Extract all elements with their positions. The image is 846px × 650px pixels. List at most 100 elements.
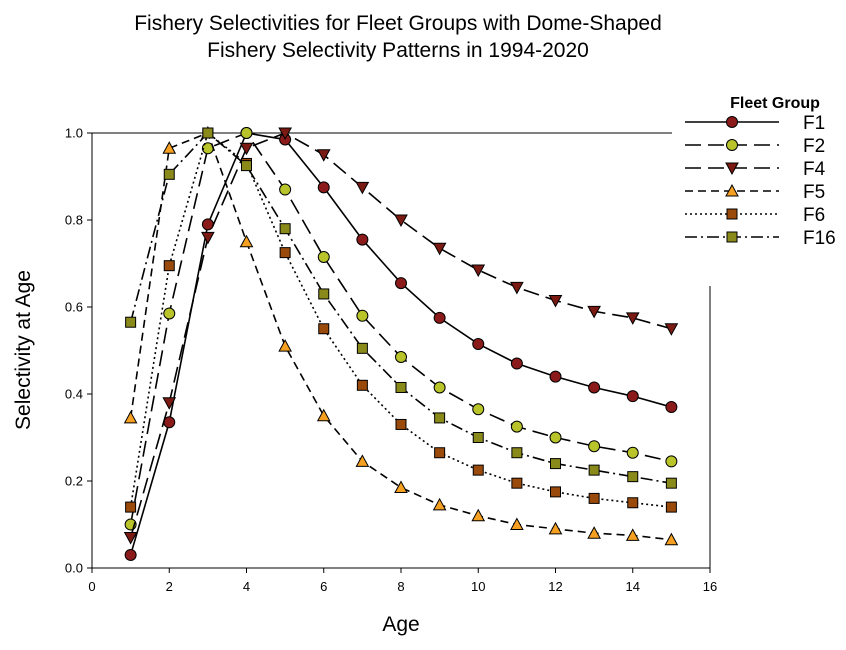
data-point-f2	[666, 456, 677, 467]
series-line-f4	[131, 133, 672, 538]
data-point-f16	[589, 465, 599, 475]
data-point-f1	[666, 402, 677, 413]
data-point-f2	[357, 310, 368, 321]
series-f6	[126, 128, 677, 512]
legend-label: F5	[803, 182, 825, 203]
data-point-f6	[666, 502, 676, 512]
data-point-f6	[126, 502, 136, 512]
data-point-f1	[434, 312, 445, 323]
data-point-f5	[279, 340, 291, 351]
data-point-f1	[396, 278, 407, 289]
data-point-f5	[472, 510, 484, 521]
data-point-f16	[319, 289, 329, 299]
data-point-f16	[357, 343, 367, 353]
data-point-f16	[164, 169, 174, 179]
data-point-f1	[125, 549, 136, 560]
series-line-f5	[131, 133, 672, 540]
data-point-f6	[628, 498, 638, 508]
data-point-f5	[627, 529, 639, 540]
data-point-f5	[241, 236, 253, 247]
data-point-f16	[280, 224, 290, 234]
data-point-f6	[357, 380, 367, 390]
data-point-f1	[550, 371, 561, 382]
x-axis: 0 2 4 6 8 10 12 14 16	[88, 568, 717, 594]
data-point-f1	[357, 234, 368, 245]
data-point-f6	[164, 261, 174, 271]
data-point-f1	[627, 391, 638, 402]
chart-title-line-1: Fishery Selectivities for Fleet Groups w…	[134, 12, 662, 35]
data-point-f16	[473, 433, 483, 443]
data-point-f16	[396, 382, 406, 392]
series-line-f6	[131, 133, 672, 507]
data-point-f16	[435, 413, 445, 423]
legend-marker	[727, 140, 738, 151]
chart-title-line-2: Fishery Selectivity Patterns in 1994-202…	[207, 39, 589, 62]
data-point-f5	[318, 410, 330, 421]
data-point-f6	[396, 419, 406, 429]
y-tick-label: 0.2	[65, 474, 83, 489]
x-tick-label: 8	[397, 579, 404, 594]
legend-label: F2	[803, 136, 825, 157]
data-point-f6	[473, 465, 483, 475]
data-point-f1	[473, 338, 484, 349]
data-point-f16	[666, 478, 676, 488]
data-point-f16	[628, 472, 638, 482]
y-axis-title: Selectivity at Age	[12, 270, 35, 430]
data-point-f6	[512, 478, 522, 488]
x-tick-label: 16	[703, 579, 717, 594]
x-tick-label: 6	[320, 579, 327, 594]
data-point-f6	[319, 324, 329, 334]
data-point-f5	[665, 534, 677, 545]
y-tick-label: 1.0	[65, 126, 83, 141]
data-point-f4	[318, 150, 330, 161]
y-axis: 0.0 0.2 0.4 0.6 0.8 1.0	[65, 126, 92, 576]
plot-frame	[92, 133, 710, 568]
data-point-f1	[202, 219, 213, 230]
data-point-f2	[164, 308, 175, 319]
data-point-f5	[511, 519, 523, 530]
x-tick-label: 0	[88, 579, 95, 594]
data-point-f4	[395, 215, 407, 226]
data-point-f5	[395, 482, 407, 493]
data-point-f2	[318, 251, 329, 262]
data-point-f6	[280, 248, 290, 258]
data-point-f5	[356, 455, 368, 466]
x-tick-label: 10	[471, 579, 485, 594]
data-point-f2	[434, 382, 445, 393]
data-point-f16	[512, 448, 522, 458]
x-tick-label: 12	[548, 579, 562, 594]
data-point-f4	[241, 143, 253, 154]
data-point-f1	[318, 182, 329, 193]
series-layer	[125, 127, 678, 560]
data-point-f2	[550, 432, 561, 443]
data-point-f2	[511, 421, 522, 432]
data-point-f4	[665, 324, 677, 335]
legend-label: F4	[803, 159, 826, 180]
y-tick-label: 0.4	[65, 387, 83, 402]
data-point-f4	[356, 182, 368, 193]
data-point-f5	[125, 412, 137, 423]
legend-title: Fleet Group	[730, 95, 820, 112]
data-point-f16	[126, 317, 136, 327]
data-point-f4	[472, 265, 484, 276]
data-point-f2	[280, 184, 291, 195]
data-point-f16	[203, 128, 213, 138]
x-tick-label: 14	[626, 579, 640, 594]
data-point-f1	[589, 382, 600, 393]
x-axis-title: Age	[382, 613, 419, 636]
data-point-f2	[589, 441, 600, 452]
legend-label: F16	[803, 228, 836, 249]
data-point-f2	[396, 352, 407, 363]
data-point-f2	[627, 447, 638, 458]
data-point-f5	[163, 142, 175, 153]
data-point-f2	[241, 128, 252, 139]
x-tick-label: 4	[243, 579, 250, 594]
y-tick-label: 0.0	[65, 561, 83, 576]
data-point-f16	[242, 161, 252, 171]
series-f5	[125, 127, 678, 545]
data-point-f5	[434, 499, 446, 510]
data-point-f16	[551, 459, 561, 469]
data-point-f6	[589, 493, 599, 503]
y-tick-label: 0.8	[65, 213, 83, 228]
